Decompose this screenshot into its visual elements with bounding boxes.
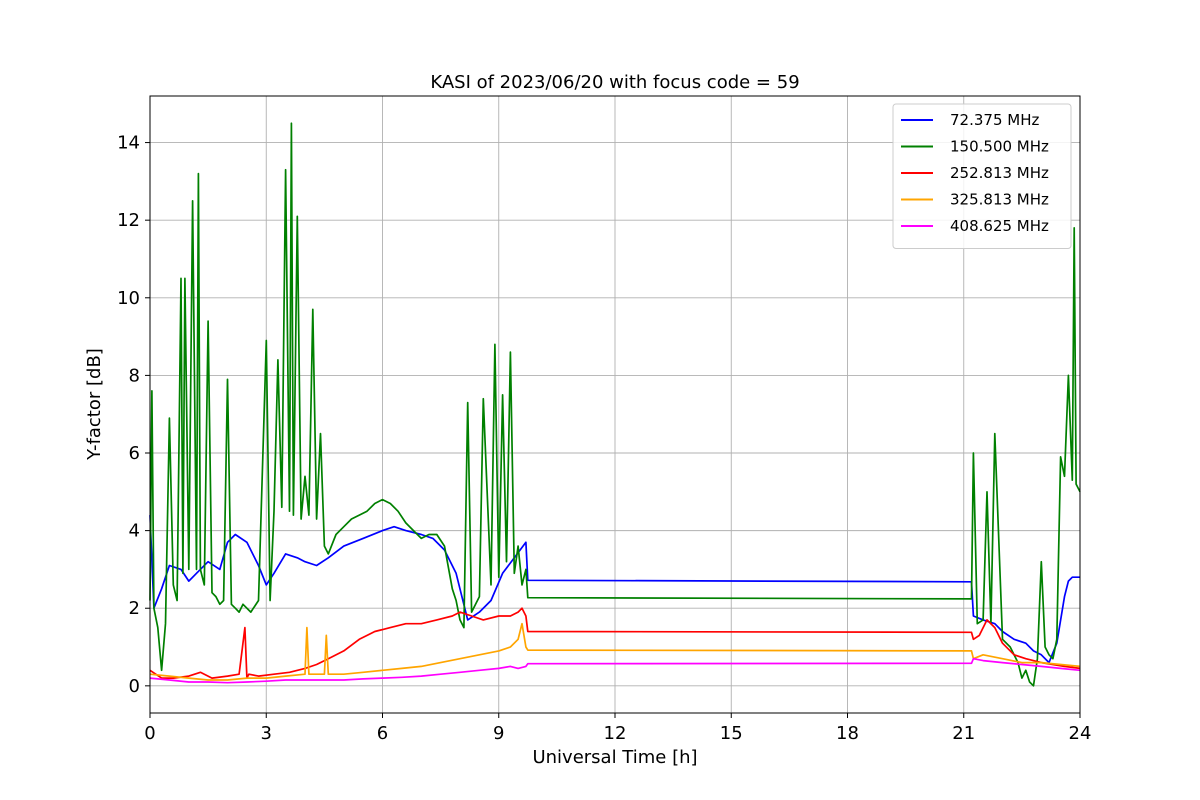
legend-label-3: 325.813 MHz xyxy=(950,191,1049,209)
chart-title: KASI of 2023/06/20 with focus code = 59 xyxy=(430,72,799,93)
y-tick-label: 8 xyxy=(129,365,140,386)
legend-box xyxy=(892,103,1072,249)
x-tick-label: 6 xyxy=(377,723,388,744)
x-tick-label: 9 xyxy=(493,723,504,744)
x-tick-label: 3 xyxy=(261,723,272,744)
y-tick-label: 12 xyxy=(117,210,140,231)
plot-area xyxy=(149,122,1081,687)
y-tick-label: 0 xyxy=(129,676,140,697)
series-line-3 xyxy=(149,622,1081,681)
x-tick-label: 18 xyxy=(836,723,859,744)
x-tick-label: 15 xyxy=(720,723,743,744)
y-tick-label: 4 xyxy=(129,521,140,542)
legend-label-1: 150.500 MHz xyxy=(950,138,1049,156)
series-line-0 xyxy=(149,515,1080,664)
y-tick-label: 14 xyxy=(117,133,140,154)
legend-label-0: 72.375 MHz xyxy=(950,111,1039,129)
series-line-2 xyxy=(149,607,1081,679)
x-tick-label: 12 xyxy=(604,723,627,744)
legend-label-2: 252.813 MHz xyxy=(950,164,1049,182)
y-tick-label: 6 xyxy=(129,443,140,464)
y-axis-label: Y-factor [dB] xyxy=(84,348,105,461)
y-tick-label: 10 xyxy=(117,288,140,309)
legend: 72.375 MHz 150.500 MHz 252.813 MHz 325.813 … xyxy=(892,103,1072,249)
x-axis-label: Universal Time [h] xyxy=(532,747,697,768)
y-tick-label: 2 xyxy=(129,598,140,619)
series-line-1 xyxy=(149,122,1081,687)
x-tick-label: 0 xyxy=(144,723,155,744)
x-tick-label: 24 xyxy=(1069,723,1092,744)
x-tick-label: 21 xyxy=(952,723,975,744)
legend-label-4: 408.625 MHz xyxy=(950,217,1049,235)
series-line-4 xyxy=(149,657,1081,684)
